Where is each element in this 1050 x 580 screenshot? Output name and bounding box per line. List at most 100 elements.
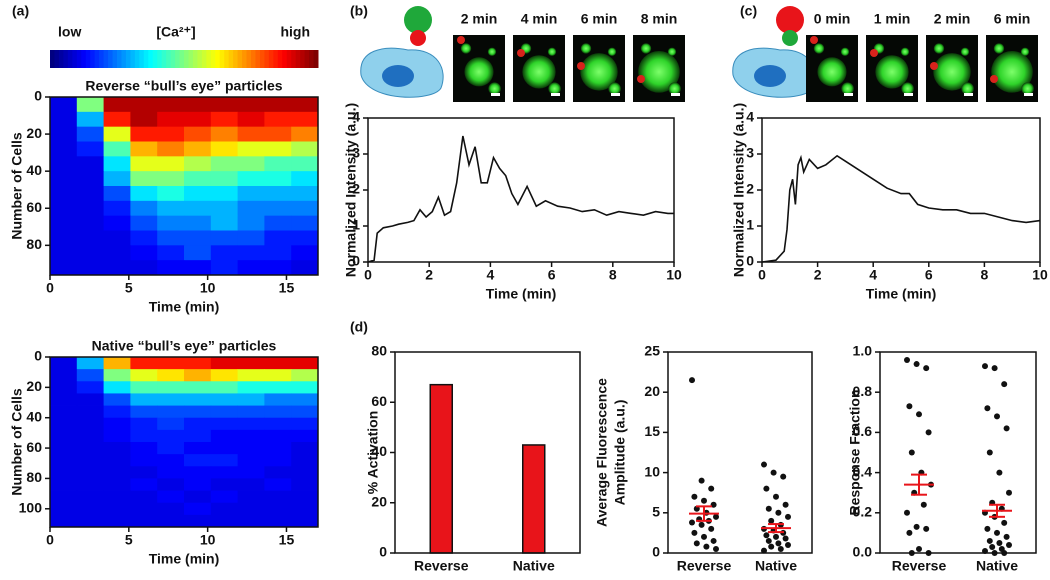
- colorbar-segment: [268, 50, 274, 68]
- dot: [777, 545, 784, 552]
- heat-cell: [237, 357, 265, 370]
- heat-cell: [157, 200, 185, 217]
- heat-cell: [291, 230, 319, 246]
- heat-cell: [76, 126, 104, 142]
- frame-label: 2 min: [461, 11, 498, 27]
- heat-cell: [210, 454, 238, 467]
- heat-cell: [50, 405, 78, 419]
- cell-cartoon: [360, 6, 444, 98]
- heat-cell: [103, 502, 131, 516]
- heat-cell: [291, 126, 319, 142]
- x-tick-label: 2: [814, 267, 822, 283]
- heat-cell: [291, 478, 319, 491]
- x-axis-title: Time (min): [486, 286, 557, 302]
- heat-cell: [50, 200, 78, 217]
- cell-fluorescence: [991, 51, 1033, 93]
- heat-cell: [157, 171, 185, 187]
- colorbar-segment: [309, 50, 315, 68]
- cell-fluorescence: [817, 57, 847, 87]
- heat-cell: [130, 490, 158, 504]
- x-tick-label: 10: [666, 267, 682, 283]
- heat-cell: [76, 156, 104, 172]
- x-tick-label: 10: [200, 532, 216, 548]
- heat-cell: [103, 442, 131, 455]
- heat-cell: [103, 171, 131, 187]
- y-tick-label: 80: [371, 343, 387, 359]
- y-tick-label: 0.4: [853, 463, 873, 479]
- colorbar-segment: [54, 50, 60, 68]
- heat-cell: [50, 381, 78, 394]
- heat-cell: [291, 97, 319, 113]
- dot: [761, 547, 767, 554]
- dot: [989, 543, 996, 550]
- heat-cell: [130, 245, 158, 261]
- colorbar-segment: [139, 50, 145, 68]
- dot: [925, 429, 932, 436]
- particle-cap: [782, 30, 798, 46]
- heat-cell: [184, 381, 212, 394]
- dot: [691, 529, 698, 536]
- colorbar-segment: [192, 50, 198, 68]
- x-tick-label: 0: [46, 532, 54, 548]
- colorbar-segment: [188, 50, 194, 68]
- heat-cell: [237, 454, 265, 467]
- heat-cell: [50, 141, 78, 157]
- dot: [708, 525, 715, 532]
- heat-cell: [103, 357, 131, 370]
- heat-cell: [50, 111, 78, 128]
- dot: [703, 543, 710, 550]
- heat-cell: [184, 442, 212, 455]
- heat-cell: [50, 466, 78, 479]
- heat-cell: [291, 466, 319, 479]
- heat-cell: [157, 393, 185, 406]
- cell-fluorescence: [933, 53, 971, 91]
- dot: [763, 485, 770, 492]
- x-tick-label: 8: [981, 267, 989, 283]
- particle-red: [577, 62, 585, 70]
- colorbar-segment: [170, 50, 176, 68]
- heat-cell: [130, 454, 158, 467]
- colorbar-segment: [134, 50, 140, 68]
- particle-main: [404, 6, 432, 34]
- heat-cell: [130, 186, 158, 202]
- heat-cell: [210, 466, 238, 479]
- heat-cell: [291, 245, 319, 261]
- colorbar-segment: [179, 50, 185, 68]
- heat-cell: [291, 514, 319, 528]
- heat-cell: [50, 357, 78, 370]
- cell-fluorescence: [464, 57, 494, 87]
- dot: [906, 403, 913, 410]
- heat-cell: [76, 97, 104, 113]
- heat-cell: [184, 200, 212, 217]
- category-label: Reverse: [414, 558, 469, 574]
- heat-cell: [184, 417, 212, 431]
- heat-cell: [210, 478, 238, 491]
- cell-fluorescence: [580, 43, 592, 54]
- colorbar-segment: [125, 50, 131, 68]
- particle-red: [870, 49, 878, 57]
- dot: [768, 543, 775, 550]
- heat-cell: [210, 111, 238, 128]
- heat-cell: [291, 490, 319, 504]
- heat-cell: [103, 260, 131, 276]
- heat-cell: [210, 490, 238, 504]
- category-label: Reverse: [677, 558, 732, 574]
- plot-frame: [761, 117, 1041, 263]
- category-label: Native: [976, 558, 1018, 574]
- x-axis-title: Time (min): [866, 286, 937, 302]
- colorbar-segment: [157, 50, 163, 68]
- heat-cell: [103, 97, 131, 113]
- x-tick-label: 15: [279, 280, 295, 296]
- cell-fluorescence: [667, 47, 677, 56]
- heat-cell: [291, 357, 319, 370]
- scale-bar: [1024, 93, 1033, 96]
- heat-cell: [210, 429, 238, 443]
- dot: [923, 365, 930, 372]
- heat-cell: [291, 417, 319, 431]
- heat-cell: [50, 454, 78, 467]
- particle-red: [930, 62, 938, 70]
- heat-cell: [130, 111, 158, 128]
- cell-fluorescence: [548, 82, 561, 95]
- heat-cell: [237, 186, 265, 202]
